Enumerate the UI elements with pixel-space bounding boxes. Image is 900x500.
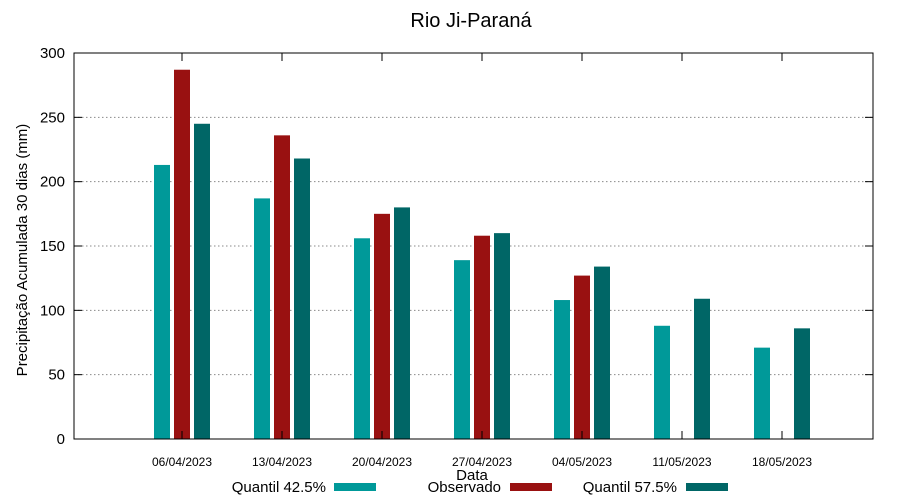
legend: Quantil 42.5% Observado Quantil 57.5%	[232, 479, 728, 496]
y-tick-label: 0	[57, 431, 65, 448]
plot-frame	[73, 52, 874, 440]
chart-title: Rio Ji-Paraná	[410, 10, 532, 32]
bar-quantil-57-5-3	[494, 233, 510, 439]
bar-quantil-57-5-1	[294, 158, 310, 440]
legend-swatch	[686, 483, 728, 491]
y-tick-label: 100	[40, 302, 65, 319]
bar-observado-3	[474, 235, 490, 439]
bar-quantil-57-5-2	[394, 207, 410, 439]
y-tick-label: 200	[40, 174, 65, 191]
bar-observado-1	[274, 135, 290, 439]
bar-quantil-42-5-5	[654, 325, 670, 439]
bar-quantil-57-5-4	[594, 266, 610, 439]
y-axis-label: Precipitação Acumulada 30 dias (mm)	[14, 124, 31, 377]
x-axis-label: Data	[456, 467, 488, 484]
y-tick-label: 150	[40, 238, 65, 255]
bar-observado-0	[174, 69, 190, 439]
bar-quantil-42-5-6	[754, 347, 770, 439]
bar-quantil-42-5-1	[254, 198, 270, 439]
axis-ticks: 0 50 100 150 200 250 300 06/04/2023 13/04/2023 20…	[40, 45, 873, 469]
x-tick-label: 18/05/2023	[752, 455, 812, 469]
x-tick-label: 04/05/2023	[552, 455, 612, 469]
bar-observado-2	[374, 213, 390, 439]
y-tick-label: 50	[48, 367, 65, 384]
bar-quantil-57-5-0	[194, 123, 210, 440]
bars	[154, 69, 810, 440]
bar-quantil-42-5-3	[454, 260, 470, 439]
y-tick-label: 300	[40, 45, 65, 62]
legend-swatch	[334, 483, 376, 491]
x-tick-label: 11/05/2023	[652, 455, 711, 469]
x-tick-label: 20/04/2023	[352, 455, 412, 469]
bar-quantil-42-5-2	[354, 238, 370, 439]
x-tick-label: 13/04/2023	[252, 455, 312, 469]
bar-observado-4	[574, 275, 590, 439]
legend-swatch	[510, 483, 552, 491]
x-tick-label: 06/04/2023	[152, 455, 212, 469]
bar-quantil-42-5-4	[554, 300, 570, 439]
bar-quantil-57-5-5	[694, 298, 710, 439]
x-tick-label: 27/04/2023	[452, 455, 512, 469]
y-tick-label: 250	[40, 109, 65, 126]
bar-quantil-42-5-0	[154, 164, 170, 439]
bar-quantil-57-5-6	[794, 328, 810, 439]
legend-label: Observado	[428, 479, 501, 496]
legend-label: Quantil 42.5%	[232, 479, 326, 496]
grid-lines	[74, 116, 873, 376]
legend-label: Quantil 57.5%	[583, 479, 677, 496]
